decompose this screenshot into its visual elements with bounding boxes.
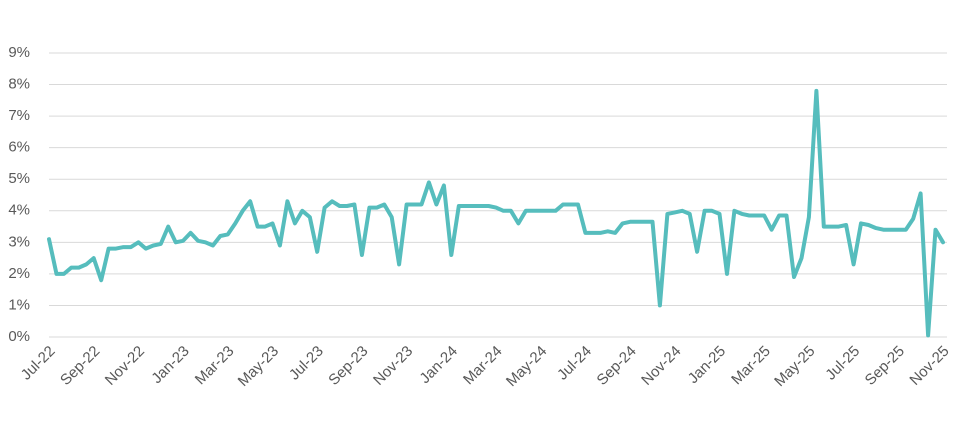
y-tick-label: 7% (8, 107, 30, 124)
y-tick-label: 2% (8, 265, 30, 282)
x-tick-label: May-25 (771, 343, 818, 390)
y-tick-label: 3% (8, 233, 30, 250)
y-tick-label: 4% (8, 202, 30, 219)
y-tick-label: 1% (8, 296, 30, 313)
x-tick-label: Jan-23 (148, 343, 192, 387)
y-tick-label: 6% (8, 139, 30, 156)
x-tick-label: Mar-25 (728, 343, 774, 389)
line-series (47, 88, 945, 338)
x-tick-label: May-23 (235, 343, 282, 390)
x-tick-label: Jul-22 (18, 343, 59, 384)
x-tick-label: Nov-24 (638, 343, 684, 389)
x-tick-label: Nov-22 (102, 343, 148, 389)
x-tick-label: Jul-25 (822, 343, 863, 384)
x-tick-label: May-24 (503, 343, 550, 390)
x-tick-label: Sep-24 (594, 343, 640, 389)
x-tick-label: Sep-25 (862, 343, 908, 389)
y-tick-label: 5% (8, 170, 30, 187)
y-tick-label: 0% (8, 328, 30, 345)
x-tick-label: Jul-24 (554, 343, 595, 384)
x-tick-label: Jan-24 (416, 343, 460, 387)
x-tick-label: Jan-25 (685, 343, 729, 387)
y-tick-label: 9% (8, 44, 30, 61)
x-tick-label: Nov-23 (370, 343, 416, 389)
x-tick-label: Jul-23 (286, 343, 327, 384)
x-tick-label: Sep-22 (57, 343, 103, 389)
x-tick-label: Sep-23 (325, 343, 371, 389)
x-tick-label: Mar-24 (460, 343, 506, 389)
y-tick-label: 8% (8, 76, 30, 93)
x-tick-label: Mar-23 (192, 343, 238, 389)
x-tick-label: Nov-25 (906, 343, 952, 389)
